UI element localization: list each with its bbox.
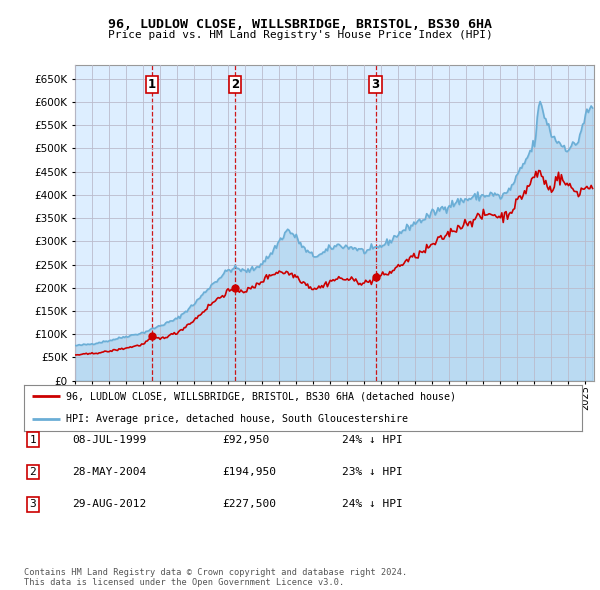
Text: 3: 3 (29, 500, 37, 509)
Text: 23% ↓ HPI: 23% ↓ HPI (342, 467, 403, 477)
Text: £92,950: £92,950 (222, 435, 269, 444)
Text: Contains HM Land Registry data © Crown copyright and database right 2024.
This d: Contains HM Land Registry data © Crown c… (24, 568, 407, 587)
Text: 29-AUG-2012: 29-AUG-2012 (72, 500, 146, 509)
Text: Price paid vs. HM Land Registry's House Price Index (HPI): Price paid vs. HM Land Registry's House … (107, 30, 493, 40)
Text: £194,950: £194,950 (222, 467, 276, 477)
Text: 28-MAY-2004: 28-MAY-2004 (72, 467, 146, 477)
Text: 3: 3 (371, 78, 380, 91)
Text: 96, LUDLOW CLOSE, WILLSBRIDGE, BRISTOL, BS30 6HA (detached house): 96, LUDLOW CLOSE, WILLSBRIDGE, BRISTOL, … (66, 391, 456, 401)
Text: HPI: Average price, detached house, South Gloucestershire: HPI: Average price, detached house, Sout… (66, 414, 408, 424)
Text: 08-JUL-1999: 08-JUL-1999 (72, 435, 146, 444)
Text: £227,500: £227,500 (222, 500, 276, 509)
Text: 96, LUDLOW CLOSE, WILLSBRIDGE, BRISTOL, BS30 6HA: 96, LUDLOW CLOSE, WILLSBRIDGE, BRISTOL, … (108, 18, 492, 31)
Text: 2: 2 (231, 78, 239, 91)
Text: 24% ↓ HPI: 24% ↓ HPI (342, 500, 403, 509)
Text: 1: 1 (29, 435, 37, 444)
Text: 2: 2 (29, 467, 37, 477)
Text: 1: 1 (148, 78, 156, 91)
Text: 24% ↓ HPI: 24% ↓ HPI (342, 435, 403, 444)
